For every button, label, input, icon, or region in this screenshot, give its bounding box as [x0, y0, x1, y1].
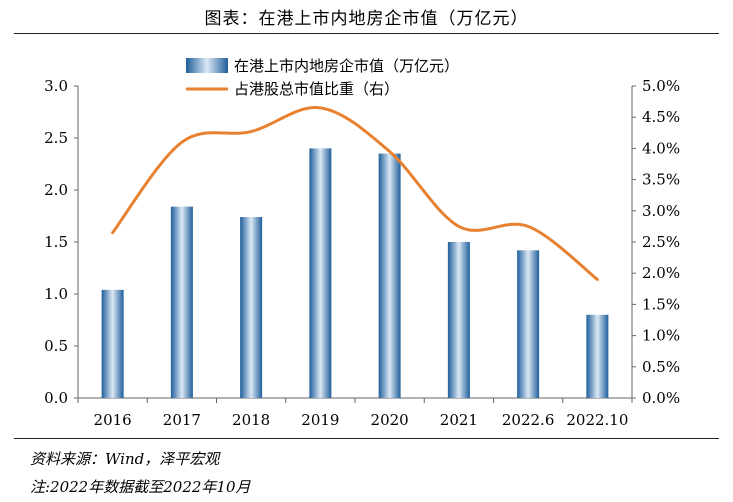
- x-tick-label: 2022.6: [502, 411, 555, 429]
- bar-2019: [309, 148, 332, 398]
- title-divider: [14, 33, 719, 34]
- y-tick-label-left: 2.5: [44, 129, 68, 147]
- x-tick-label: 2020: [371, 411, 409, 429]
- y-tick-label-right: 2.0%: [642, 264, 680, 282]
- y-tick-label-right: 0.5%: [642, 358, 680, 376]
- y-tick-label-left: 2.0: [44, 181, 68, 199]
- y-tick-label-right: 3.5%: [642, 171, 680, 189]
- bar-2016: [101, 289, 124, 398]
- y-tick-label-left: 1.0: [44, 285, 68, 303]
- legend-bar-swatch: [186, 58, 228, 73]
- y-tick-label-left: 1.5: [44, 233, 68, 251]
- x-tick-label: 2018: [232, 411, 270, 429]
- y-tick-label-right: 1.0%: [642, 327, 680, 345]
- date-note: 注:2022年数据截至2022年10月: [30, 478, 251, 496]
- x-tick-label: 2017: [163, 411, 201, 429]
- y-tick-label-left: 0.0: [44, 389, 68, 407]
- legend-bar-label: 在港上市内地房企市值（万亿元）: [234, 57, 459, 75]
- bar-2020: [378, 153, 401, 398]
- bar-2022.10: [586, 314, 609, 398]
- chart-title: 图表：在港上市内地房企市值（万亿元）: [204, 9, 529, 29]
- bar-2018: [240, 217, 263, 398]
- y-tick-label-right: 1.5%: [642, 295, 680, 313]
- y-tick-label-right: 4.0%: [642, 139, 680, 157]
- y-tick-label-right: 0.0%: [642, 389, 680, 407]
- x-tick-label: 2016: [94, 411, 132, 429]
- legend: 在港上市内地房企市值（万亿元） 占港股总市值比重（右）: [186, 57, 459, 98]
- y-tick-label-right: 5.0%: [642, 77, 680, 95]
- y-tick-label-left: 3.0: [44, 77, 68, 95]
- y-tick-label-right: 3.0%: [642, 202, 680, 220]
- y-tick-label-right: 2.5%: [642, 233, 680, 251]
- bar-2021: [447, 242, 470, 398]
- x-tick-label: 2019: [301, 411, 339, 429]
- y-tick-label-right: 4.5%: [642, 108, 680, 126]
- bar-2017: [170, 206, 193, 398]
- x-tick-label: 2021: [440, 411, 478, 429]
- footer-divider: [14, 438, 719, 439]
- y-tick-label-left: 0.5: [44, 337, 68, 355]
- bar-2022.6: [517, 250, 540, 398]
- legend-line-label: 占港股总市值比重（右）: [234, 80, 399, 98]
- source-note: 资料来源：Wind，泽平宏观: [30, 450, 220, 468]
- share-line: [111, 106, 599, 281]
- x-tick-label: 2022.10: [566, 411, 628, 429]
